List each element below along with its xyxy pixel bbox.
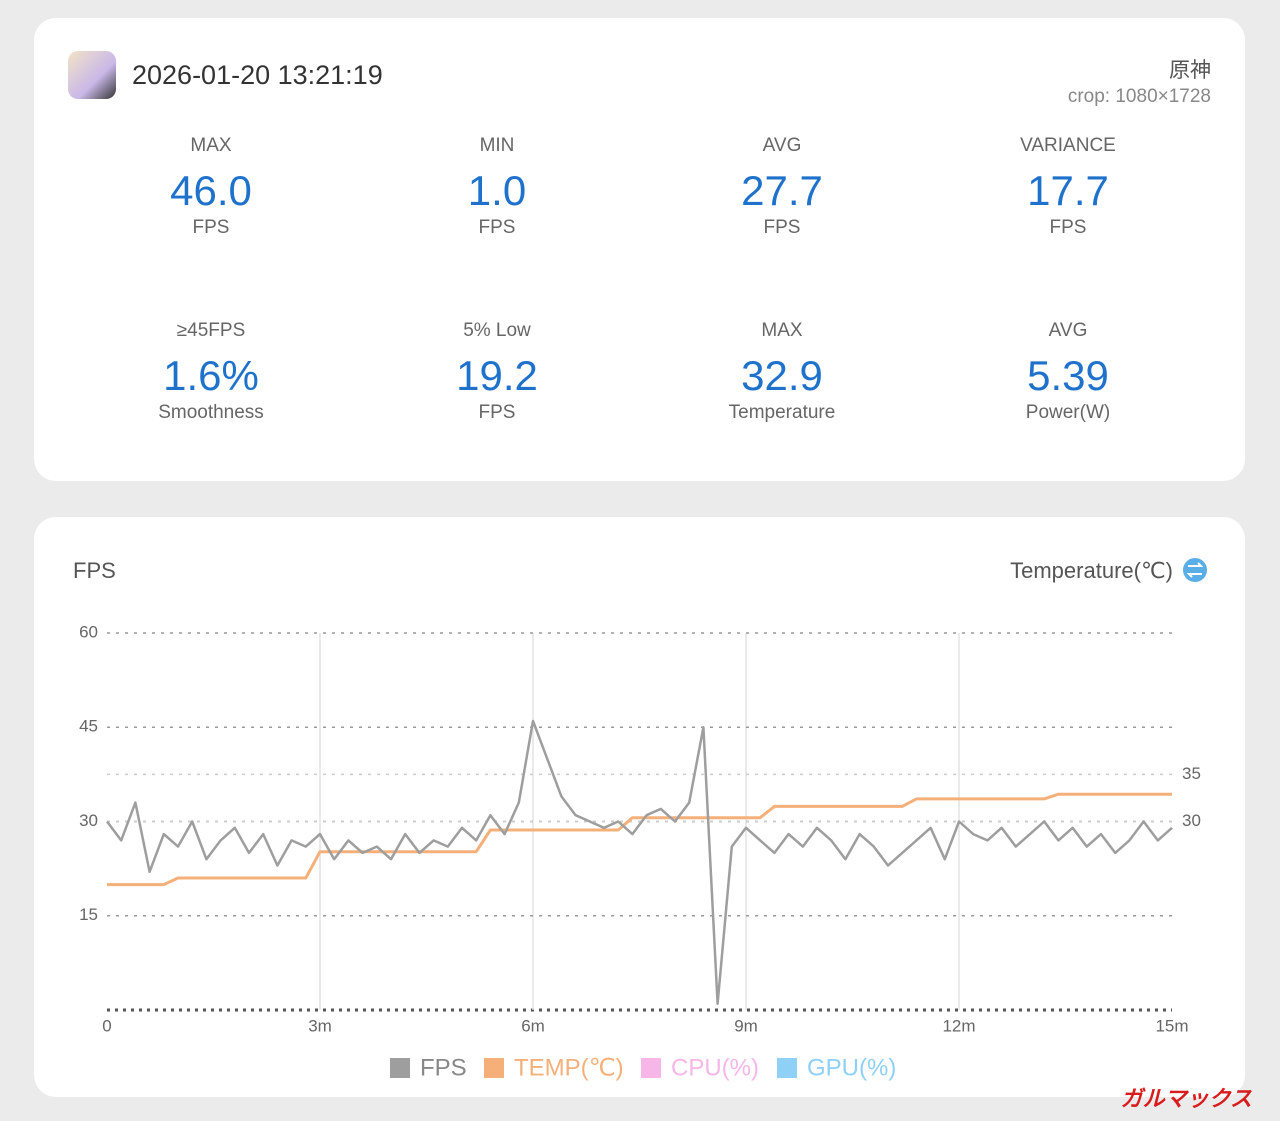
stat: ≥45FPS 1.6% Smoothness xyxy=(91,320,331,424)
stat-label: MAX xyxy=(761,320,803,341)
stat-label: 5% Low xyxy=(463,320,531,341)
series-line xyxy=(107,792,1172,887)
stat-unit: FPS xyxy=(478,402,516,423)
stat-value: 27.7 xyxy=(741,167,823,214)
y2-tick-label: 35 xyxy=(1182,764,1201,783)
x-tick-label: 6m xyxy=(521,1016,545,1035)
stat: MAX 46.0 FPS xyxy=(91,135,331,239)
chart-title: FPS xyxy=(73,558,116,583)
y-tick-label: 30 xyxy=(79,811,98,830)
stat-label: VARIANCE xyxy=(1020,135,1116,156)
stat-value: 1.0 xyxy=(467,167,527,214)
y2-axis-title: Temperature(℃) xyxy=(1010,558,1173,583)
stat-unit: FPS xyxy=(763,217,801,238)
stat: MIN 1.0 FPS xyxy=(377,135,617,239)
stat-value: 5.39 xyxy=(1027,352,1109,399)
legend-label: TEMP(℃) xyxy=(514,1054,624,1081)
stat: VARIANCE 17.7 FPS xyxy=(948,135,1188,239)
stat-label: AVG xyxy=(1048,320,1088,341)
x-tick-label: 15m xyxy=(1155,1016,1188,1035)
swap-axis-button[interactable] xyxy=(1183,558,1207,582)
stat-label: MIN xyxy=(479,135,515,156)
stat-label: MAX xyxy=(190,135,232,156)
stat-label: AVG xyxy=(762,135,802,156)
stat-unit: Power(W) xyxy=(1025,402,1111,423)
crop-info: crop: 1080×1728 xyxy=(1067,86,1211,107)
series-line xyxy=(106,719,1173,1005)
legend-label: GPU(%) xyxy=(807,1054,896,1081)
chart-card xyxy=(34,517,1245,1097)
datetime: 2026-01-20 13:21:19 xyxy=(132,60,383,90)
stat-value: 19.2 xyxy=(456,352,538,399)
app-name: 原神 xyxy=(1169,59,1211,82)
legend-label: CPU(%) xyxy=(671,1054,759,1081)
summary-card: 2026-01-20 13:21:19 原神 crop: 1080×1728 M… xyxy=(34,18,1245,481)
legend-swatch xyxy=(777,1058,797,1078)
stat-value: 46.0 xyxy=(170,167,252,214)
stat: 5% Low 19.2 FPS xyxy=(377,320,617,424)
legend-swatch xyxy=(484,1058,504,1078)
stat-value: 32.9 xyxy=(741,352,823,399)
stat-value: 17.7 xyxy=(1027,167,1109,214)
y-tick-label: 15 xyxy=(79,905,98,924)
legend-swatch xyxy=(390,1058,410,1078)
y-tick-label: 60 xyxy=(79,622,98,641)
stat: AVG 5.39 Power(W) xyxy=(948,320,1188,424)
stat: MAX 32.9 Temperature xyxy=(662,320,902,424)
x-tick-label: 9m xyxy=(734,1016,758,1035)
stat: AVG 27.7 FPS xyxy=(662,135,902,239)
y-tick-label: 45 xyxy=(79,717,98,736)
stat-value: 1.6% xyxy=(163,352,259,399)
legend-label: FPS xyxy=(420,1054,467,1081)
watermark: ガルマックス xyxy=(1121,1086,1252,1111)
stat-unit: FPS xyxy=(478,217,516,238)
stat-unit: FPS xyxy=(192,217,230,238)
stat-label: ≥45FPS xyxy=(176,320,246,341)
y2-tick-label: 30 xyxy=(1182,811,1201,830)
x-tick-label: 3m xyxy=(308,1016,332,1035)
app-icon xyxy=(68,51,116,99)
stat-unit: Smoothness xyxy=(158,402,264,423)
stat-unit: FPS xyxy=(1049,217,1087,238)
stat-unit: Temperature xyxy=(728,402,836,423)
legend-swatch xyxy=(641,1058,661,1078)
x-tick-label: 0 xyxy=(102,1016,111,1035)
x-tick-label: 12m xyxy=(942,1016,975,1035)
